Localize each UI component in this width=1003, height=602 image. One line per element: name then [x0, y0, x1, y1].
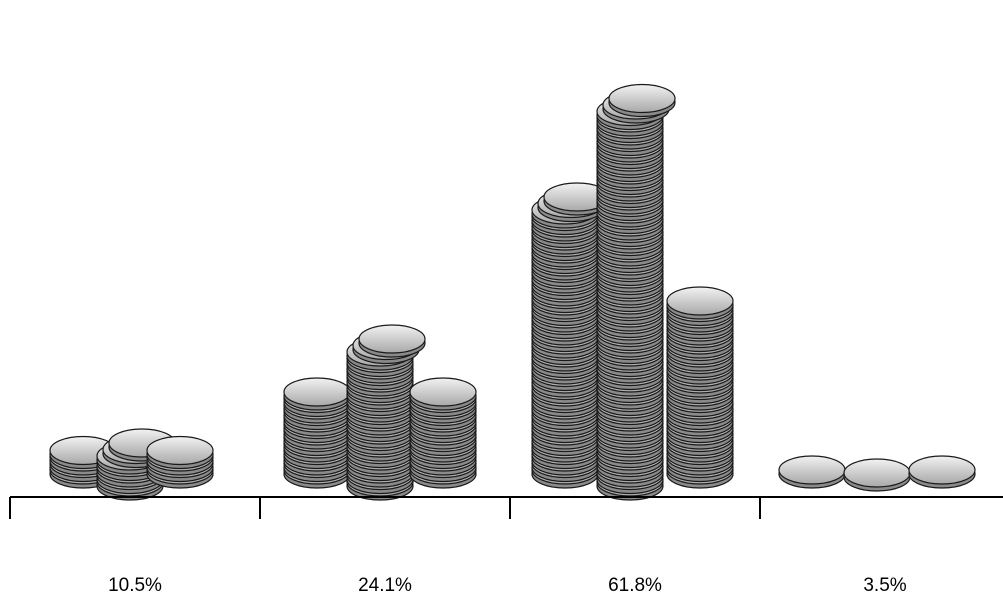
coin [283, 377, 351, 411]
coin [358, 324, 426, 358]
coin-stack [346, 324, 426, 501]
coin-stack [596, 83, 676, 501]
bar-coin-group [283, 324, 477, 501]
category-label: 10.5% [108, 575, 162, 596]
bar-coin-group [531, 83, 734, 501]
coin-stack [843, 458, 911, 492]
coin-stack [283, 377, 351, 489]
category-label: 3.5% [863, 575, 907, 596]
coin [543, 182, 611, 216]
bar-coin-group [49, 428, 214, 501]
coin [908, 455, 976, 489]
coin [843, 458, 911, 492]
category-label: 24.1% [358, 575, 412, 596]
coin [409, 377, 477, 411]
coin-stack [778, 455, 846, 489]
coin-stack [531, 182, 611, 489]
coin-stack [146, 435, 214, 489]
category-label: 61.8% [608, 575, 662, 596]
coins-layer [49, 83, 976, 501]
bar-coin-group [778, 455, 976, 492]
coin-stack [666, 286, 734, 489]
coin-stack [908, 455, 976, 489]
x-axis [9, 496, 1003, 519]
coin [146, 435, 214, 470]
coin [666, 286, 734, 320]
coin-stack [409, 377, 477, 489]
coin [608, 83, 676, 118]
coin [778, 455, 846, 489]
